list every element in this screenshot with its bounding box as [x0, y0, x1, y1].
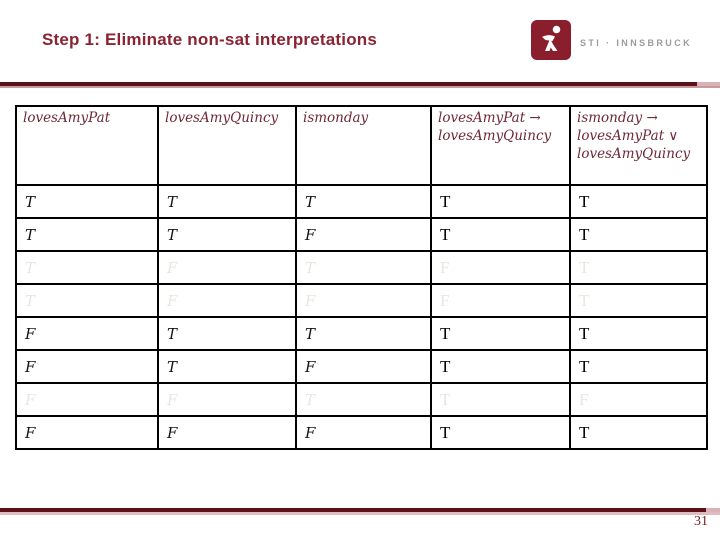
truth-cell: T [295, 250, 432, 285]
table-row-eliminated: T F T F T [15, 250, 708, 285]
table-row: F T T T T [15, 316, 708, 351]
truth-cell: F [430, 250, 571, 285]
truth-cell: F [295, 415, 432, 450]
truth-cell: F [157, 283, 297, 318]
column-header-implication-1: lovesAmyPat → lovesAmyQuincy [430, 105, 571, 186]
truth-cell: T [157, 316, 297, 351]
table-row-eliminated: F F T T F [15, 382, 708, 417]
truth-cell: F [295, 217, 432, 252]
truth-cell: T [295, 316, 432, 351]
column-header-lovesamypat: lovesAmyPat [15, 105, 159, 186]
truth-cell: F [295, 283, 432, 318]
title-rule [0, 82, 697, 86]
truth-cell: T [569, 316, 708, 351]
table-row-eliminated: T F F F T [15, 283, 708, 318]
truth-cell: F [157, 250, 297, 285]
truth-cell: T [430, 415, 571, 450]
title-rule-shadow [0, 86, 720, 88]
truth-cell: T [430, 382, 571, 417]
truth-cell: T [569, 349, 708, 384]
truth-cell: T [569, 184, 708, 219]
truth-cell: T [15, 250, 159, 285]
truth-cell: F [15, 382, 159, 417]
truth-cell: T [157, 349, 297, 384]
sti-person-icon [531, 20, 571, 60]
table-row: F T F T T [15, 349, 708, 384]
table-row: F F F T T [15, 415, 708, 450]
truth-cell: T [430, 184, 571, 219]
table-row: T T F T T [15, 217, 708, 252]
truth-cell: T [15, 217, 159, 252]
column-header-lovesamyquincy: lovesAmyQuincy [157, 105, 297, 186]
sti-logo: STI · INNSBRUCK [531, 20, 691, 62]
footer-rule-end [706, 508, 720, 512]
truth-cell: T [15, 283, 159, 318]
title-rule-end [697, 82, 720, 86]
footer-rule [0, 508, 706, 512]
truth-cell: T [569, 283, 708, 318]
truth-cell: T [157, 184, 297, 219]
truth-cell: T [569, 250, 708, 285]
truth-cell: T [430, 349, 571, 384]
column-header-ismonday: ismonday [295, 105, 432, 186]
footer-rule-shadow [0, 512, 720, 515]
truth-cell: F [295, 349, 432, 384]
table-row: T T T T T [15, 184, 708, 219]
truth-cell: F [157, 382, 297, 417]
truth-cell: T [295, 184, 432, 219]
truth-cell: T [157, 217, 297, 252]
header-row: lovesAmyPat lovesAmyQuincy ismonday love… [15, 105, 708, 186]
truth-cell: F [15, 316, 159, 351]
truth-cell: T [15, 184, 159, 219]
truth-cell: F [15, 415, 159, 450]
truth-cell: F [157, 415, 297, 450]
truth-cell: T [430, 316, 571, 351]
truth-cell: T [569, 415, 708, 450]
truth-cell: T [295, 382, 432, 417]
truth-cell: F [430, 283, 571, 318]
truth-cell: T [569, 217, 708, 252]
column-header-implication-2: ismonday → lovesAmyPat ∨ lovesAmyQuincy [569, 105, 708, 186]
brand-text: STI · INNSBRUCK [580, 38, 692, 48]
truth-cell: F [15, 349, 159, 384]
truth-table: lovesAmyPat lovesAmyQuincy ismonday love… [15, 105, 708, 450]
truth-cell: F [569, 382, 708, 417]
page-title: Step 1: Eliminate non-sat interpretation… [42, 30, 378, 49]
page-number: 31 [694, 514, 708, 529]
truth-cell: T [430, 217, 571, 252]
